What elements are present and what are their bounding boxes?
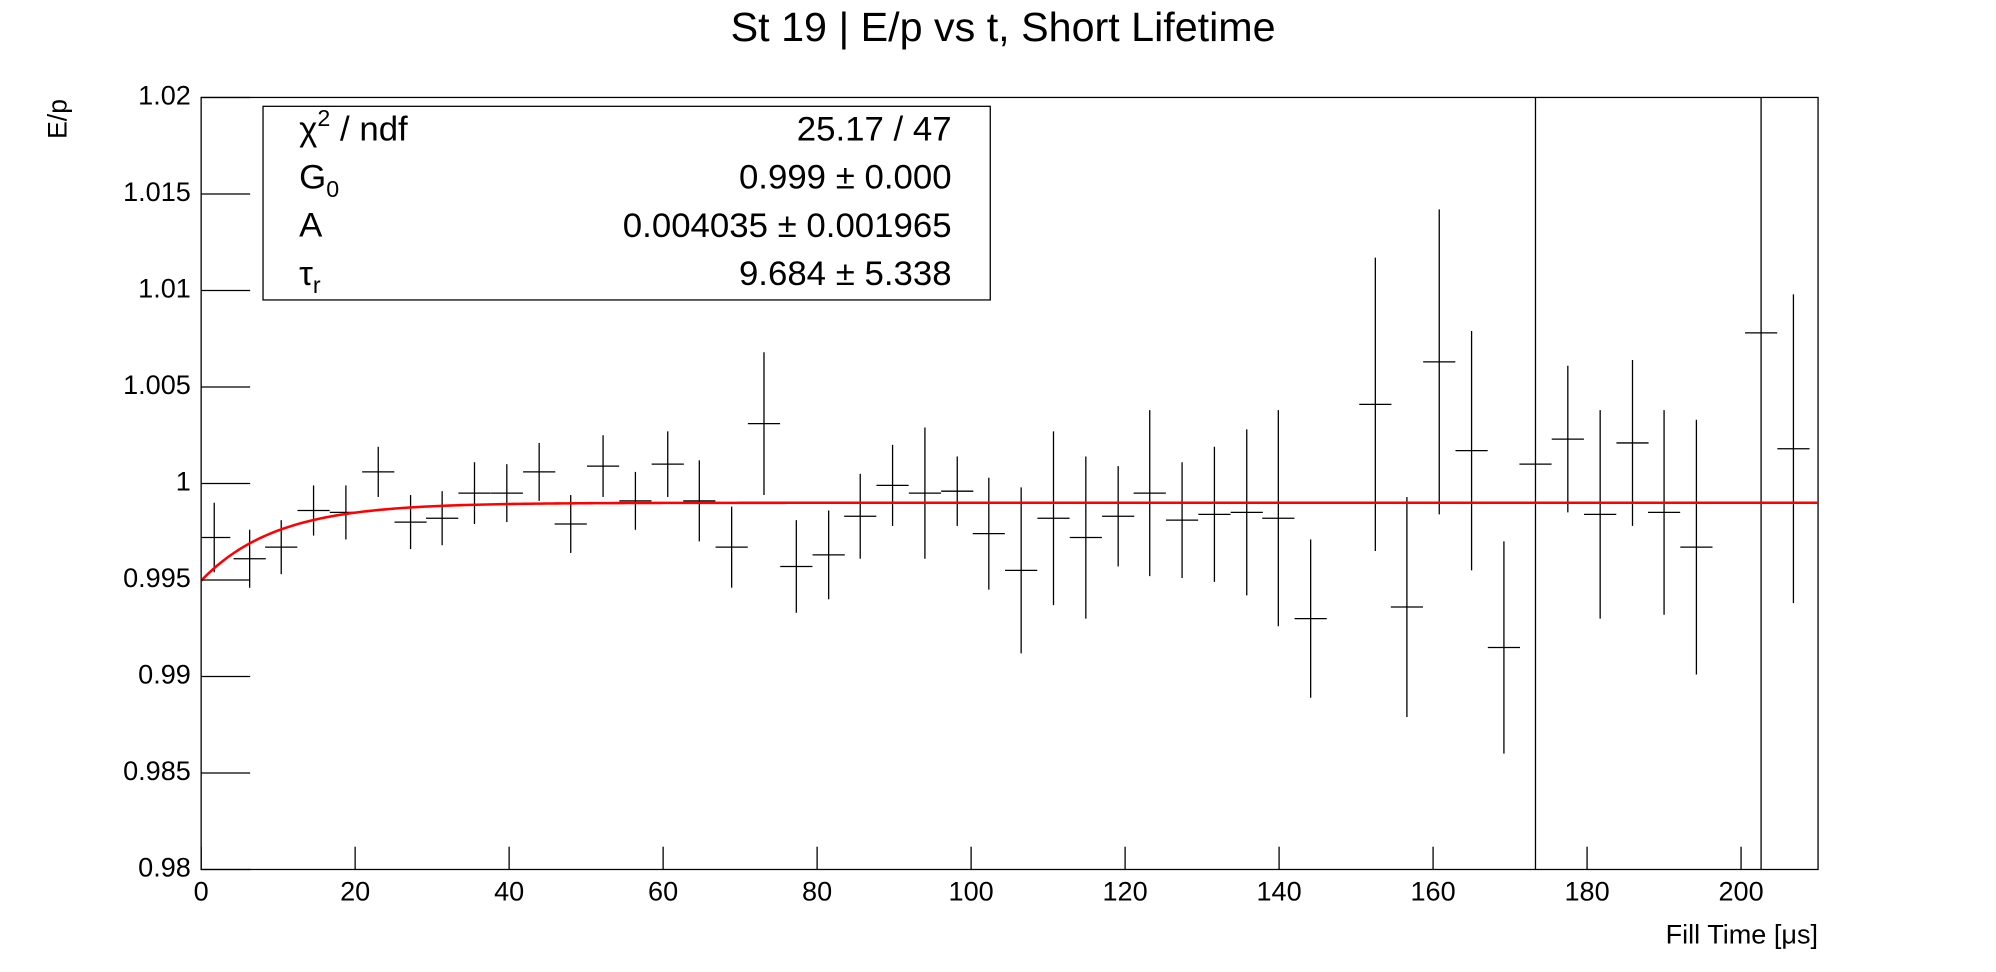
stats: χ2 / ndf 25.17 / 47 G0 0.999 ± 0.000 A 0.0040…: [299, 105, 951, 298]
stats-box: [262, 105, 991, 301]
axes: 0 20 40 60 80 100 120 140 160 180 2000.980.9850.99…: [123, 81, 1764, 907]
plot-area: [201, 97, 1819, 870]
x-tick-label: 80: [802, 877, 832, 907]
stat-value: 0.004035 ± 0.001965: [623, 207, 952, 245]
y-tick-label: 0.995: [123, 563, 191, 593]
stat-value: 0.999 ± 0.000: [739, 159, 952, 197]
fit-curve: [201, 501, 1819, 582]
stat-name: A: [299, 207, 322, 245]
x-tick-label: 100: [949, 877, 994, 907]
x-axis-label: Fill Time [μs]: [1666, 920, 1818, 950]
stat-symbol: G: [299, 159, 326, 197]
stat-name: τr: [299, 255, 321, 298]
stat-symbol: χ: [299, 111, 317, 149]
stat-name: G0: [299, 159, 339, 202]
y-axis-label: E/p: [42, 99, 72, 139]
stat-superscript: 2: [317, 105, 330, 131]
y-tick-label: 0.99: [138, 660, 191, 690]
y-tick-label: 0.98: [138, 853, 191, 883]
x-tick-label: 140: [1257, 877, 1302, 907]
stat-symbol: τ: [299, 255, 313, 293]
stat-subscript: 0: [326, 176, 339, 202]
stat-suffix: / ndf: [330, 111, 408, 149]
y-tick-label: 1.015: [123, 177, 191, 207]
x-tick-label: 60: [648, 877, 678, 907]
x-tick-label: 20: [340, 877, 370, 907]
stat-symbol: A: [299, 207, 322, 245]
stat-value: 9.684 ± 5.338: [739, 255, 952, 293]
y-tick-label: 1: [176, 467, 191, 497]
chart-title: St 19 | E/p vs t, Short Lifetime: [731, 4, 1276, 50]
y-tick-label: 1.01: [138, 274, 191, 304]
y-tick-label: 1.02: [138, 81, 191, 111]
x-tick-label: 200: [1718, 877, 1763, 907]
y-tick-label: 0.985: [123, 756, 191, 786]
x-tick-label: 0: [194, 877, 209, 907]
stat-name: χ2 / ndf: [299, 105, 408, 148]
x-tick-label: 120: [1103, 877, 1148, 907]
y-tick-label: 1.005: [123, 370, 191, 400]
stat-value: 25.17 / 47: [797, 111, 952, 149]
x-tick-label: 160: [1411, 877, 1456, 907]
x-tick-label: 40: [494, 877, 524, 907]
stat-subscript: r: [313, 273, 321, 299]
x-tick-label: 180: [1564, 877, 1609, 907]
